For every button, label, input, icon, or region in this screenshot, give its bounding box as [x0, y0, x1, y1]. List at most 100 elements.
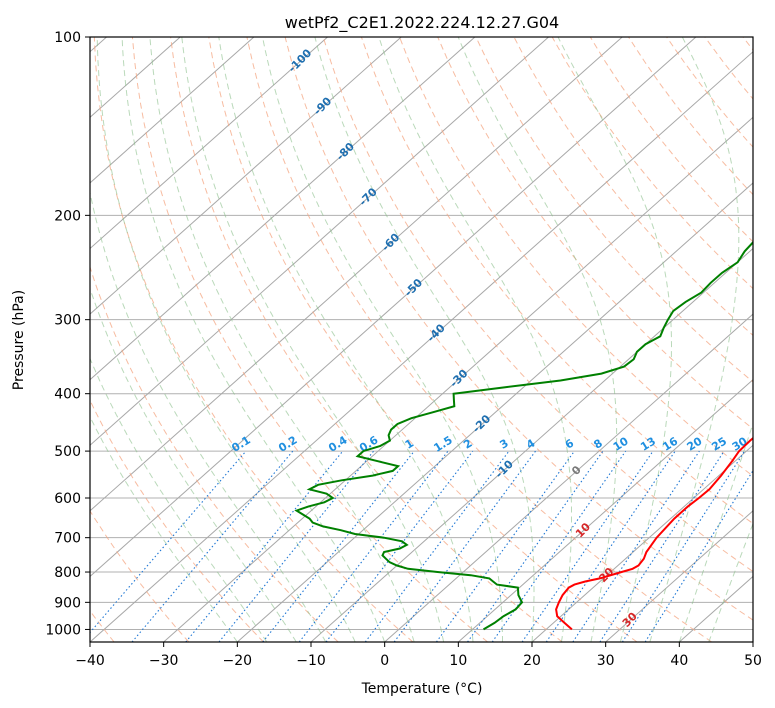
isotherm-line: [90, 51, 753, 642]
moist-adiabat-line: [314, 37, 535, 642]
moist-adiabat-line: [121, 37, 386, 642]
moist-adiabat-line: [149, 37, 415, 642]
isotherm-line: [605, 510, 753, 642]
x-axis-label: Temperature (°C): [361, 681, 483, 697]
dry-adiabat-line: [90, 265, 339, 642]
moist-adiabat-line: [708, 522, 753, 642]
mixing-ratio-line: [131, 450, 294, 642]
dry-adiabat-line: [90, 399, 264, 642]
mixing-ratio-line: [572, 450, 700, 642]
moist-adiabat-line: [181, 37, 445, 642]
moist-adiabat-line: [90, 415, 238, 642]
x-tick-label: 40: [670, 653, 688, 669]
dry-adiabat-line: [589, 37, 753, 243]
temperature-profile: [555, 436, 753, 631]
dry-adiabat-line: [666, 37, 753, 148]
y-tick-label: 400: [54, 387, 81, 403]
y-tick-label: 200: [54, 208, 81, 224]
mixing-ratio-line: [325, 450, 474, 642]
dry-adiabat-line: [742, 37, 753, 51]
profile-lines: [294, 240, 753, 631]
y-axis-label: Pressure (hPa): [11, 290, 27, 390]
x-tick-label: −30: [149, 653, 179, 669]
dry-adiabat-line: [93, 37, 414, 642]
mixing-ratio-label: 4: [524, 436, 538, 451]
mixing-ratio-line: [521, 450, 654, 642]
y-tick-label: 1000: [45, 622, 81, 638]
x-axis-ticks: −40 −30 −20 −10 0 10 20 30 40 50: [75, 642, 762, 669]
x-tick-label: 50: [744, 653, 762, 669]
mixing-ratio-line: [644, 469, 753, 642]
y-tick-label: 300: [54, 313, 81, 329]
y-tick-label: 700: [54, 531, 81, 547]
x-tick-label: −20: [223, 653, 253, 669]
dry-adiabat-line: [399, 37, 753, 477]
mixing-ratio-line: [467, 450, 604, 642]
dry-adiabat-line: [360, 37, 753, 525]
dry-adiabat-line: [475, 37, 753, 383]
mixing-ratio-label: 0.1: [229, 433, 252, 454]
isotherm-line: [384, 313, 753, 642]
mixing-ratio-label: 3: [497, 437, 510, 452]
mixing-ratio-line: [491, 450, 627, 642]
isotherm-line: [310, 247, 753, 642]
chart-title: wetPf2_C2E1.2022.224.12.27.G04: [285, 13, 559, 33]
isotherm-line: [90, 37, 549, 446]
dry-adiabat-line: [437, 37, 753, 430]
moist-adiabat-line: [649, 37, 740, 642]
mixing-ratio-line: [621, 450, 746, 642]
mixing-ratio-line: [435, 450, 575, 642]
isotherm-line: [90, 37, 255, 184]
dry-adiabat-line: [513, 37, 753, 336]
mixing-ratio-line: [298, 450, 449, 642]
x-tick-label: 30: [597, 653, 615, 669]
dry-adiabat-line: [208, 37, 638, 642]
dry-adiabat-line: [246, 37, 712, 642]
moist-adiabat-line: [457, 37, 618, 642]
mixing-ratio-label: 8: [591, 437, 604, 452]
isotherm-line: [90, 37, 328, 250]
moist-adiabat-line: [262, 37, 503, 642]
isotherm-line: [458, 378, 753, 642]
y-tick-label: 100: [54, 30, 81, 46]
background-lines: [90, 37, 753, 642]
mixing-ratio-line: [364, 450, 510, 642]
moist-adiabat-line: [90, 190, 327, 642]
isotherm-line: [752, 641, 753, 642]
y-tick-label: 900: [54, 595, 81, 611]
y-tick-label: 500: [54, 444, 81, 460]
moist-adiabat-line: [557, 37, 672, 642]
isotherm-line: [237, 182, 753, 642]
dry-adiabat-line: [322, 37, 753, 573]
y-tick-label: 600: [54, 491, 81, 507]
mixing-ratio-label: 6: [563, 436, 577, 451]
isotherm-line: [90, 37, 476, 381]
y-axis-ticks: 100 200 300 400 500 600 700 800 900 1000: [45, 30, 90, 638]
mixing-ratio-line: [185, 450, 344, 642]
mixing-ratio-line: [218, 450, 375, 642]
moist-adiabat-line: [378, 37, 572, 642]
dry-adiabat-line: [704, 37, 753, 100]
x-tick-label: 20: [523, 653, 541, 669]
mixing-ratio-label: 1: [403, 437, 416, 452]
x-tick-label: −40: [75, 653, 105, 669]
isotherm-line: [90, 37, 697, 578]
dewpoint-profile: [294, 240, 753, 631]
dry-adiabat-line: [284, 37, 753, 621]
mixing-ratio-label: 0.2: [276, 433, 299, 454]
y-tick-label: 800: [54, 565, 81, 581]
dry-adiabat-line: [90, 509, 190, 642]
plot-frame: [89, 36, 754, 643]
x-tick-label: 0: [380, 653, 389, 669]
isotherm-line: [90, 37, 402, 315]
x-tick-label: −10: [296, 653, 326, 669]
moist-adiabat-line: [96, 37, 356, 642]
dry-adiabat-line: [131, 37, 488, 642]
isotherm-line: [163, 116, 753, 642]
isotherm-line: [90, 37, 623, 512]
dry-adiabat-line: [170, 37, 563, 642]
mixing-ratio-line: [90, 450, 247, 634]
moist-adiabat-line: [90, 357, 268, 642]
moist-adiabat-line: [678, 421, 753, 642]
